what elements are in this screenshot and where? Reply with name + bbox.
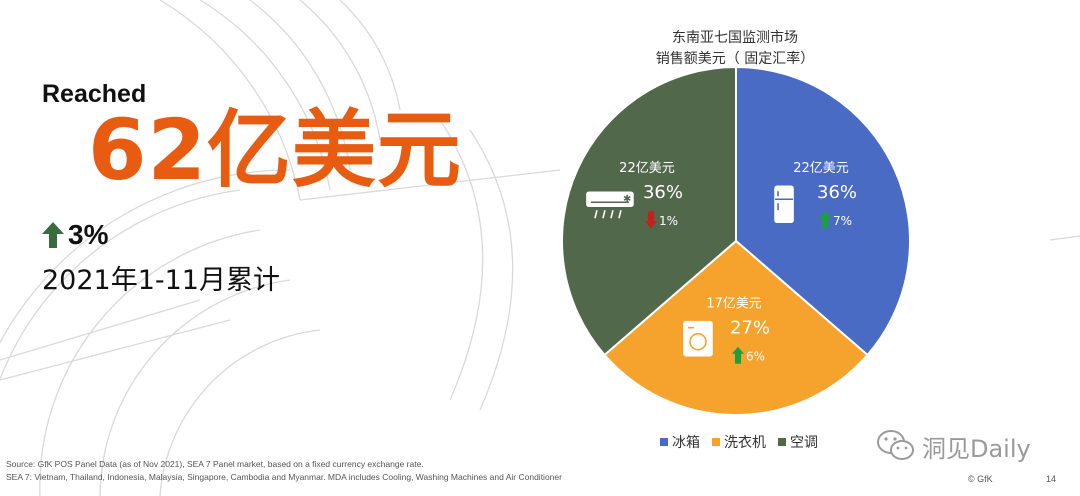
legend-swatch-ac	[778, 438, 786, 446]
pie-slice-washer	[603, 239, 869, 416]
growth-indicator: 3%	[42, 219, 108, 251]
watermark: 洞见Daily	[876, 428, 1031, 464]
slice-value-label: 17亿美元	[706, 297, 762, 312]
chart-title-line2: 销售额美元（ 固定汇率）	[655, 51, 815, 67]
slice-percent-label: 27%	[730, 318, 770, 339]
washer-drum	[689, 332, 707, 351]
chart-legend: 冰箱 洗衣机 空调	[660, 432, 818, 452]
ac-airflow-2	[610, 210, 614, 219]
slice-percent-label: 36%	[643, 182, 683, 203]
page-number: 14	[1046, 474, 1057, 484]
pie-slice-ac	[561, 65, 737, 357]
legend-swatch-fridge	[660, 438, 668, 446]
ac-airflow-0	[594, 210, 598, 219]
legend-label-washer: 洗衣机	[724, 435, 766, 451]
legend-item-fridge: 冰箱	[660, 432, 700, 452]
slice-growth-label: 7%	[833, 214, 852, 228]
total-sales-value: 62亿美元	[88, 101, 462, 199]
legend-label-ac: 空调	[790, 435, 818, 451]
slice-percent-label: 36%	[817, 182, 857, 203]
legend-item-washer: 洗衣机	[712, 432, 766, 452]
legend-item-ac: 空调	[778, 432, 818, 452]
source-line-2: SEA 7: Vietnam, Thailand, Indonesia, Mal…	[6, 472, 562, 482]
slice-labels-ac: 22亿美元 36% 1% ✱	[586, 161, 683, 229]
washer-icon	[683, 320, 713, 357]
down-arrow-icon	[644, 211, 657, 229]
slice-labels-washer: 17亿美元 27% 6%	[683, 297, 770, 364]
up-arrow-icon	[819, 211, 832, 229]
watermark-text: 洞见Daily	[922, 434, 1031, 463]
slice-growth-label: 1%	[659, 214, 678, 228]
ac-icon: ✱	[586, 191, 634, 219]
fridge-icon	[774, 185, 794, 224]
copyright: © GfK	[968, 474, 993, 484]
ac-airflow-1	[602, 210, 606, 219]
up-arrow-icon	[42, 222, 64, 248]
legend-label-fridge: 冰箱	[672, 435, 700, 451]
up-arrow-icon	[732, 346, 744, 364]
pie-slice-fridge	[735, 65, 911, 357]
source-line-1: Source: GfK POS Panel Data (as of Nov 20…	[6, 459, 424, 469]
snowflake-icon: ✱	[623, 194, 631, 205]
slice-growth-label: 6%	[746, 350, 765, 364]
reached-label: Reached	[42, 80, 147, 108]
growth-value: 3%	[68, 219, 109, 250]
source-note: Source: GfK POS Panel Data (as of Nov 20…	[6, 458, 646, 484]
slice-labels-fridge: 22亿美元 36% 7%	[774, 161, 857, 229]
ac-airflow-3	[618, 210, 622, 219]
fridge-body	[774, 185, 794, 224]
chart-title: 东南亚七国监测市场 销售额美元（ 固定汇率）	[630, 28, 840, 70]
pie-chart: 22亿美元 36% 7% 17亿美元 27% 6% 22亿美元 36% 1% ✱	[561, 65, 911, 416]
slice-value-label: 22亿美元	[793, 161, 849, 176]
wechat-icon	[877, 430, 914, 460]
washer-body	[683, 320, 713, 357]
slice-value-label: 22亿美元	[619, 161, 675, 176]
chart-title-line1: 东南亚七国监测市场	[672, 30, 798, 46]
legend-swatch-washer	[712, 438, 720, 446]
period-label: 2021年1-11月累计	[42, 265, 280, 296]
